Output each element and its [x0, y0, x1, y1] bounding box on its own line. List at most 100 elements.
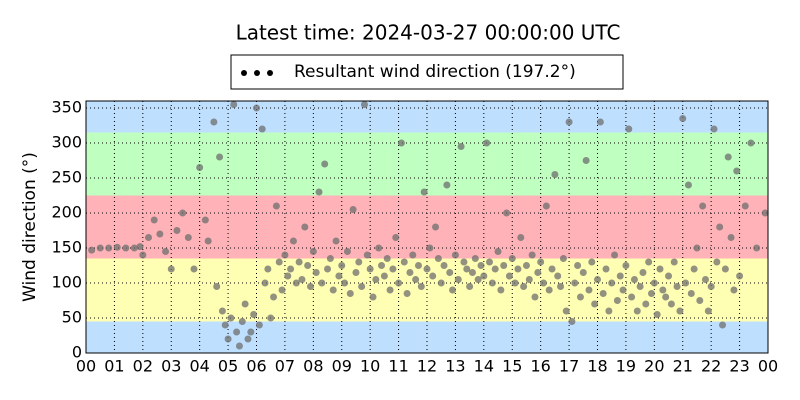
data-point	[497, 286, 505, 294]
data-point	[130, 244, 138, 252]
data-point	[576, 293, 584, 301]
data-point	[520, 283, 528, 290]
data-point	[528, 251, 536, 259]
data-point	[179, 209, 187, 217]
data-point	[122, 244, 130, 252]
x-tick-label: 12	[417, 357, 437, 376]
data-point	[227, 314, 235, 322]
data-point	[213, 283, 221, 290]
x-tick-label: 05	[218, 357, 238, 376]
data-point	[486, 258, 494, 266]
data-point	[173, 227, 181, 234]
data-point	[736, 272, 744, 280]
data-point	[284, 272, 292, 280]
data-point	[250, 311, 258, 318]
data-point	[289, 237, 297, 245]
data-point	[429, 272, 437, 280]
y-tick-label: 100	[51, 273, 82, 292]
x-tick-label: 11	[388, 357, 408, 376]
data-point	[662, 293, 670, 301]
data-point	[321, 160, 329, 168]
legend-marker	[254, 70, 260, 76]
data-point	[406, 269, 414, 276]
data-point	[656, 265, 664, 273]
data-point	[673, 283, 681, 290]
data-point	[375, 244, 383, 252]
data-point	[642, 300, 650, 308]
x-tick-label: 20	[644, 357, 664, 376]
data-point	[437, 279, 445, 287]
data-point	[650, 279, 658, 287]
data-point	[230, 101, 238, 108]
data-point	[565, 118, 573, 126]
data-point	[341, 279, 349, 287]
x-tick-label: 02	[133, 357, 153, 376]
data-point	[298, 276, 306, 283]
data-point	[360, 101, 368, 108]
data-point	[494, 248, 502, 255]
x-tick-label: 22	[701, 357, 721, 376]
data-point	[466, 283, 474, 290]
data-point	[653, 311, 661, 318]
data-point	[537, 258, 545, 266]
data-point	[440, 262, 448, 269]
data-point	[579, 269, 587, 276]
data-point	[270, 293, 278, 301]
x-tick-label: 03	[161, 357, 181, 376]
data-point	[346, 290, 354, 297]
data-point	[548, 265, 556, 273]
data-point	[463, 265, 471, 273]
data-point	[366, 265, 374, 273]
data-point	[349, 206, 357, 213]
data-point	[403, 290, 411, 297]
data-point	[156, 230, 164, 238]
data-point	[540, 279, 548, 287]
x-tick-label: 09	[332, 357, 352, 376]
data-point	[682, 279, 690, 287]
data-point	[247, 328, 255, 336]
data-point	[378, 262, 386, 269]
data-point	[488, 279, 496, 287]
data-point	[500, 262, 508, 269]
data-point	[167, 265, 175, 273]
data-point	[315, 188, 323, 196]
data-point	[753, 244, 761, 252]
data-point	[235, 342, 243, 350]
data-point	[542, 202, 550, 210]
data-point	[267, 314, 275, 322]
y-tick-label: 250	[51, 168, 82, 187]
data-point	[687, 290, 695, 297]
data-point	[667, 300, 675, 308]
data-point	[611, 251, 619, 259]
data-point	[630, 276, 638, 283]
data-point	[369, 293, 377, 301]
x-tick-label: 19	[616, 357, 636, 376]
data-point	[449, 286, 457, 294]
data-point	[741, 202, 749, 210]
data-point	[608, 279, 616, 287]
data-point	[727, 234, 735, 241]
data-point	[531, 293, 539, 301]
data-point	[730, 286, 738, 294]
data-point	[571, 279, 579, 287]
y-tick-label: 50	[62, 308, 82, 327]
data-point	[713, 258, 721, 266]
data-point	[554, 272, 562, 280]
data-point	[633, 307, 641, 315]
data-point	[355, 258, 363, 266]
x-tick-label: 01	[104, 357, 124, 376]
data-point	[676, 307, 684, 315]
data-point	[312, 269, 320, 276]
data-point	[647, 290, 655, 297]
data-point	[701, 276, 709, 283]
data-point	[244, 335, 252, 343]
x-tick-label: 23	[729, 357, 749, 376]
data-point	[275, 258, 283, 266]
data-point	[511, 279, 519, 287]
data-point	[616, 272, 624, 280]
x-tick-label: 00	[76, 357, 96, 376]
data-point	[628, 293, 636, 301]
data-point	[716, 223, 724, 231]
data-point	[201, 216, 209, 224]
